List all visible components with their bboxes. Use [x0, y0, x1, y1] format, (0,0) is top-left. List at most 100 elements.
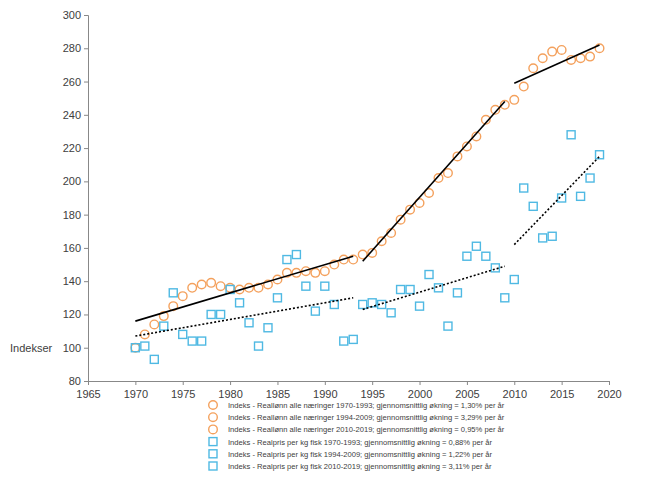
- y-axis-line: [84, 16, 89, 382]
- data-point: [273, 294, 281, 302]
- y-tick-mark: [84, 82, 88, 83]
- y-tick: 160: [63, 242, 88, 254]
- y-tick-label: 140: [63, 275, 81, 287]
- data-point: [255, 342, 263, 350]
- data-point: [444, 322, 452, 330]
- x-tick-mark: [562, 381, 563, 385]
- data-point: [179, 330, 187, 338]
- y-tick-mark: [84, 348, 88, 349]
- legend-marker: [209, 401, 218, 410]
- data-point: [359, 300, 367, 308]
- legend-label: Indeks - Realpris per kg fisk 1994-2009;…: [228, 450, 492, 459]
- x-tick-label: 2000: [408, 388, 432, 400]
- data-point: [406, 286, 414, 294]
- x-tick-label: 1995: [360, 388, 384, 400]
- legend-marker: [209, 425, 218, 434]
- marks: [131, 44, 604, 363]
- y-tick-mark: [84, 148, 88, 149]
- data-point: [557, 46, 566, 55]
- trend-line: [135, 256, 353, 321]
- trend-line: [514, 45, 599, 83]
- y-tick-mark: [84, 15, 88, 16]
- legend-label: Indeks - Realpris per kg fisk 2010-2019;…: [228, 462, 492, 471]
- x-tick: 1990: [313, 381, 337, 400]
- data-point: [216, 282, 225, 291]
- data-point: [501, 294, 509, 302]
- y-tick-label: 240: [63, 109, 81, 121]
- y-tick: 140: [63, 275, 88, 287]
- data-point: [548, 232, 556, 240]
- data-point: [577, 192, 585, 200]
- x-tick-label: 2020: [597, 388, 621, 400]
- x-axis: 1965197019751980198519901995200020052010…: [76, 381, 621, 400]
- data-point: [131, 343, 140, 352]
- x-tick-label: 2015: [550, 388, 574, 400]
- data-point: [178, 292, 187, 301]
- data-point: [169, 289, 177, 297]
- data-point: [311, 269, 320, 278]
- data-point: [141, 342, 149, 350]
- y-tick-label: 260: [63, 76, 81, 88]
- data-point: [538, 54, 547, 63]
- x-tick-label: 1980: [218, 388, 242, 400]
- x-tick-mark: [372, 381, 373, 385]
- legend-marker: [209, 438, 217, 446]
- x-tick: 1985: [266, 381, 290, 400]
- y-tick-label: 180: [63, 209, 81, 221]
- data-point: [453, 289, 461, 297]
- data-point: [207, 279, 216, 288]
- series: [131, 255, 357, 352]
- y-tick-label: 280: [63, 42, 81, 54]
- x-tick-label: 2005: [455, 388, 479, 400]
- data-point: [548, 47, 557, 56]
- chart-container: 1965197019751980198519901995200020052010…: [0, 0, 651, 484]
- y-tick-label: 80: [69, 375, 81, 387]
- y-tick: 220: [63, 142, 88, 154]
- y-tick: 80: [69, 375, 88, 387]
- legend-label: Indeks - Reallønn alle næringer 1970-199…: [228, 401, 505, 410]
- legend-marker: [209, 462, 217, 470]
- x-tick: 1975: [171, 381, 195, 400]
- data-point: [217, 310, 225, 318]
- data-point: [292, 251, 300, 259]
- legend: Indeks - Reallønn alle næringer 1970-199…: [209, 401, 505, 471]
- data-point: [510, 96, 519, 105]
- x-tick: 2010: [503, 381, 527, 400]
- data-point: [188, 337, 196, 345]
- x-tick-mark: [467, 381, 468, 385]
- x-tick-mark: [514, 381, 515, 385]
- data-point: [425, 271, 433, 279]
- x-tick-mark: [135, 381, 136, 385]
- data-point: [539, 234, 547, 242]
- data-point: [463, 252, 471, 260]
- x-axis-line: [89, 382, 610, 386]
- x-tick-label: 1985: [266, 388, 290, 400]
- plot-area: 1965197019751980198519901995200020052010…: [63, 9, 622, 400]
- data-point: [397, 286, 405, 294]
- data-point: [283, 256, 291, 264]
- y-tick-mark: [84, 48, 88, 49]
- data-point: [519, 82, 528, 91]
- data-point: [472, 242, 480, 250]
- x-tick-label: 1965: [76, 388, 100, 400]
- data-point: [160, 322, 168, 330]
- data-point: [321, 282, 329, 290]
- data-point: [198, 337, 206, 345]
- data-point: [529, 202, 537, 210]
- y-tick: 300: [63, 9, 88, 21]
- x-tick: 2000: [408, 381, 432, 400]
- series: [358, 101, 509, 259]
- x-tick-mark: [609, 381, 610, 385]
- y-tick-label: 100: [63, 342, 81, 354]
- x-tick-label: 1990: [313, 388, 337, 400]
- y-axis-title: Indekser: [10, 342, 53, 354]
- x-tick: 2005: [455, 381, 479, 400]
- y-axis: 80100120140160180200220240260280300: [63, 9, 89, 387]
- data-point: [188, 284, 197, 293]
- y-tick: 260: [63, 76, 88, 88]
- x-tick-mark: [183, 381, 184, 385]
- series: [510, 44, 604, 104]
- x-tick-label: 2010: [503, 388, 527, 400]
- y-tick-mark: [84, 248, 88, 249]
- series: [131, 251, 357, 364]
